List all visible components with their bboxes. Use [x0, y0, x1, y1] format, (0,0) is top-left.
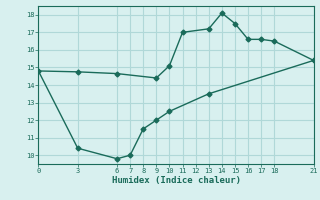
X-axis label: Humidex (Indice chaleur): Humidex (Indice chaleur) — [111, 176, 241, 185]
